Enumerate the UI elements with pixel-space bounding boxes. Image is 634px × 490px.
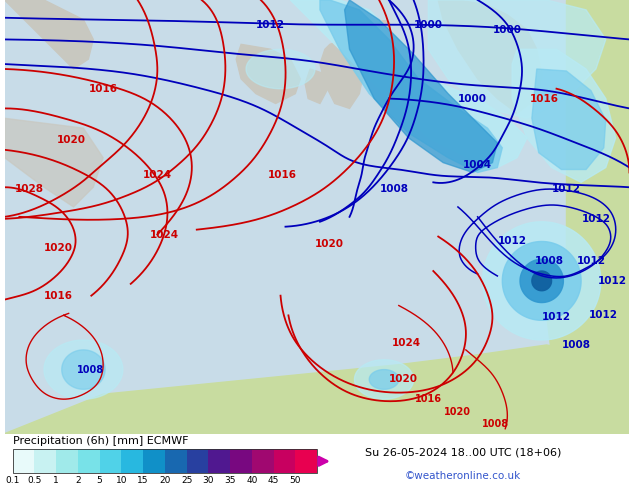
Text: 40: 40 [246, 476, 257, 485]
Text: 1: 1 [53, 476, 59, 485]
Text: 1008: 1008 [379, 184, 408, 194]
Polygon shape [566, 0, 630, 138]
Bar [566, 0, 630, 434]
Text: 1020: 1020 [444, 407, 472, 417]
Text: 1000: 1000 [414, 20, 443, 29]
Bar [13, 449, 34, 473]
Polygon shape [512, 49, 616, 182]
Bar [186, 449, 209, 473]
Polygon shape [61, 350, 105, 389]
Polygon shape [532, 69, 605, 170]
Text: 1016: 1016 [415, 394, 442, 404]
Text: 10: 10 [115, 476, 127, 485]
Polygon shape [345, 0, 497, 172]
Polygon shape [320, 0, 502, 172]
Text: 25: 25 [181, 476, 192, 485]
Bar [121, 449, 143, 473]
Bar [143, 449, 165, 473]
Text: 1016: 1016 [44, 291, 74, 301]
Text: 1020: 1020 [315, 240, 344, 249]
Text: 1016: 1016 [89, 84, 118, 94]
Text: 1012: 1012 [498, 237, 527, 246]
Text: 1000: 1000 [458, 94, 487, 103]
Text: 1008: 1008 [77, 365, 104, 374]
Text: 45: 45 [268, 476, 279, 485]
Text: 1020: 1020 [57, 135, 86, 145]
Polygon shape [369, 369, 399, 389]
Bar [230, 449, 252, 473]
Polygon shape [236, 45, 301, 103]
Polygon shape [502, 242, 581, 320]
Polygon shape [429, 0, 605, 118]
Text: 2: 2 [75, 476, 81, 485]
Polygon shape [4, 0, 93, 69]
Polygon shape [305, 69, 328, 103]
Text: 1004: 1004 [463, 160, 492, 170]
Bar [34, 449, 56, 473]
Text: 1012: 1012 [581, 214, 611, 224]
Text: 1024: 1024 [143, 171, 172, 180]
Bar [273, 449, 295, 473]
Text: 1012: 1012 [576, 256, 605, 266]
Text: 1012: 1012 [588, 310, 618, 320]
Bar [13, 449, 317, 473]
Text: 1012: 1012 [552, 184, 581, 194]
Text: ©weatheronline.co.uk: ©weatheronline.co.uk [404, 471, 521, 481]
Text: Precipitation (6h) [mm] ECMWF: Precipitation (6h) [mm] ECMWF [13, 437, 188, 446]
Bar [252, 449, 273, 473]
Polygon shape [4, 118, 103, 207]
Polygon shape [354, 360, 413, 399]
Text: 1028: 1028 [15, 184, 44, 194]
Text: 1012: 1012 [598, 276, 627, 286]
Polygon shape [290, 0, 527, 168]
Text: 1024: 1024 [392, 338, 421, 348]
Text: 1020: 1020 [389, 374, 418, 385]
Bar [295, 449, 317, 473]
Text: 0.5: 0.5 [27, 476, 42, 485]
Text: 5: 5 [97, 476, 103, 485]
Text: Su 26-05-2024 18..00 UTC (18+06): Su 26-05-2024 18..00 UTC (18+06) [365, 448, 561, 458]
Bar [100, 449, 121, 473]
Text: 15: 15 [138, 476, 149, 485]
Text: 1020: 1020 [44, 244, 74, 253]
Polygon shape [320, 39, 365, 108]
Polygon shape [246, 49, 315, 89]
Polygon shape [438, 0, 541, 113]
Text: 1016: 1016 [268, 171, 297, 180]
Text: 1000: 1000 [493, 24, 522, 35]
Text: 1008: 1008 [482, 419, 509, 429]
Polygon shape [44, 340, 123, 399]
Bar [209, 449, 230, 473]
Text: 50: 50 [290, 476, 301, 485]
Bar [56, 449, 78, 473]
Text: 1012: 1012 [542, 312, 571, 322]
Text: 30: 30 [203, 476, 214, 485]
Polygon shape [482, 222, 601, 340]
Bar [165, 449, 186, 473]
Text: 1008: 1008 [535, 256, 564, 266]
Bar [78, 449, 100, 473]
Polygon shape [547, 286, 630, 434]
Text: 20: 20 [159, 476, 171, 485]
Polygon shape [520, 259, 564, 302]
Text: 1024: 1024 [150, 230, 179, 240]
Text: 1012: 1012 [256, 20, 285, 29]
Polygon shape [532, 271, 552, 291]
Polygon shape [4, 345, 630, 434]
Ellipse shape [378, 21, 390, 28]
Text: 1008: 1008 [562, 340, 591, 350]
Text: 1016: 1016 [530, 94, 559, 103]
Text: 0.1: 0.1 [6, 476, 20, 485]
Text: 35: 35 [224, 476, 236, 485]
